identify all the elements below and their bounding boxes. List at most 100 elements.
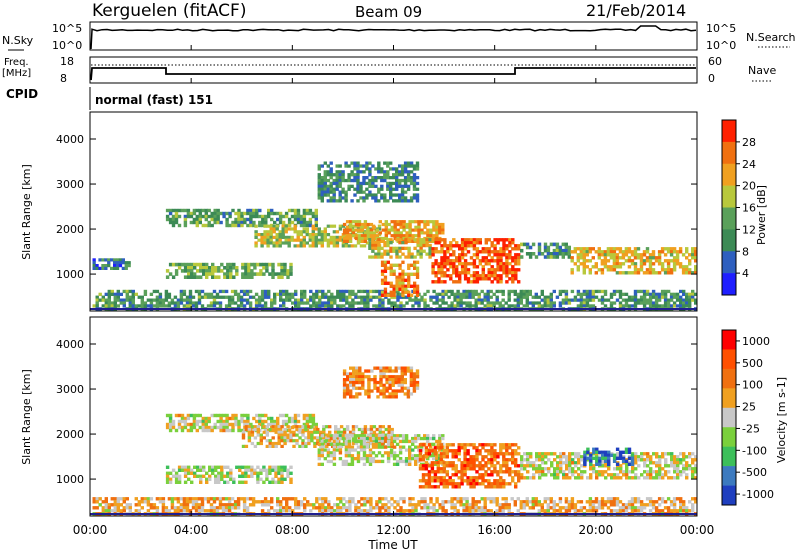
heatmap-cell xyxy=(260,503,265,507)
heatmap-cell xyxy=(415,287,420,291)
heatmap-cell xyxy=(277,275,281,279)
heatmap-cell xyxy=(247,430,252,434)
heatmap-cell xyxy=(556,461,560,465)
heatmap-cell xyxy=(363,503,367,507)
heatmap-cell xyxy=(287,238,291,242)
heatmap-cell xyxy=(339,425,344,429)
heatmap-cell xyxy=(261,223,265,228)
heatmap-cell xyxy=(233,292,238,296)
heatmap-cell xyxy=(438,448,442,452)
heatmap-cell xyxy=(226,266,230,270)
heatmap-cell xyxy=(227,298,232,302)
heatmap-cell xyxy=(452,265,456,269)
heatmap-cell xyxy=(194,503,199,507)
heatmap-cell xyxy=(507,298,511,302)
heatmap-cell xyxy=(675,509,680,513)
heatmap-cell xyxy=(302,208,307,213)
heatmap-cell xyxy=(574,452,578,456)
heatmap-cell xyxy=(383,451,388,455)
heatmap-cell xyxy=(259,272,263,276)
heatmap-cell xyxy=(443,244,447,248)
heatmap-cell xyxy=(435,500,439,504)
heatmap-cell xyxy=(499,238,503,242)
heatmap-cell xyxy=(322,425,326,429)
heatmap-cell xyxy=(380,434,385,438)
heatmap-cell xyxy=(383,293,388,297)
heatmap-cell xyxy=(519,503,523,507)
heatmap-cell xyxy=(220,468,224,472)
heatmap-cell xyxy=(439,482,443,486)
heatmap-cell xyxy=(508,473,512,477)
heatmap-cell xyxy=(146,298,151,302)
heatmap-cell xyxy=(484,274,488,278)
heatmap-cell xyxy=(405,301,409,305)
heatmap-cell xyxy=(320,238,324,242)
heatmap-cell xyxy=(286,436,290,440)
heatmap-cell xyxy=(531,242,536,247)
heatmap-cell xyxy=(678,265,683,269)
heatmap-cell xyxy=(274,441,278,446)
heatmap-cell xyxy=(657,509,662,513)
heatmap-cell xyxy=(633,262,638,266)
heatmap-cell xyxy=(327,301,331,305)
heatmap-cell xyxy=(419,243,423,248)
heatmap-cell xyxy=(639,259,644,263)
heatmap-cell xyxy=(183,425,188,430)
heatmap-cell xyxy=(651,268,656,272)
heatmap-cell xyxy=(263,295,268,299)
heatmap-cell xyxy=(258,223,262,228)
heatmap-cell xyxy=(502,458,506,462)
heatmap-cell xyxy=(328,430,332,434)
heatmap-cell xyxy=(329,184,333,188)
heatmap-cell xyxy=(143,500,148,504)
heatmap-cell xyxy=(408,222,412,227)
heatmap-cell xyxy=(651,503,656,507)
heatmap-cell xyxy=(231,416,235,421)
heatmap-cell xyxy=(499,280,503,284)
heatmap-cell xyxy=(444,509,448,513)
heatmap-cell xyxy=(496,256,500,260)
heatmap-cell xyxy=(326,233,331,237)
heatmap-cell xyxy=(177,214,182,219)
heatmap-cell xyxy=(215,509,220,513)
heatmap-cell xyxy=(395,181,399,186)
heatmap-cell xyxy=(682,298,686,302)
heatmap-cell xyxy=(517,244,521,248)
heatmap-cell xyxy=(359,184,363,188)
heatmap-cell xyxy=(559,458,563,462)
heatmap-cell xyxy=(493,470,497,474)
heatmap-cell xyxy=(223,465,227,469)
heatmap-cell xyxy=(639,503,644,507)
heatmap-cell xyxy=(445,452,449,456)
heatmap-cell xyxy=(685,265,689,269)
heatmap-cell xyxy=(348,220,353,224)
heatmap-cell xyxy=(505,265,509,269)
heatmap-cell xyxy=(429,497,433,501)
heatmap-cell xyxy=(247,439,252,443)
heatmap-cell xyxy=(321,503,325,507)
heatmap-cell xyxy=(374,178,378,183)
heatmap-cell xyxy=(248,304,253,308)
heatmap-cell xyxy=(420,231,424,235)
heatmap-cell xyxy=(187,269,191,273)
heatmap-cell xyxy=(196,275,200,279)
heatmap-cell xyxy=(669,247,674,251)
heatmap-cell xyxy=(588,497,593,501)
heatmap-cell xyxy=(229,275,233,279)
heatmap-cell xyxy=(265,262,269,267)
heatmap-cell xyxy=(122,298,126,302)
heatmap-cell xyxy=(434,241,438,245)
heatmap-cell xyxy=(259,269,263,273)
heatmap-cell xyxy=(339,295,343,299)
heatmap-cell xyxy=(651,295,656,299)
heatmap-cell xyxy=(576,247,580,251)
heatmap-cell xyxy=(345,220,350,224)
heatmap-cell xyxy=(342,295,346,299)
heatmap-cell xyxy=(338,436,343,441)
heatmap-cell xyxy=(423,304,427,308)
heatmap-cell xyxy=(657,256,662,260)
heatmap-cell xyxy=(580,473,584,477)
heatmap-cell xyxy=(271,477,275,481)
heatmap-cell xyxy=(546,255,551,259)
heatmap-cell xyxy=(451,464,455,468)
